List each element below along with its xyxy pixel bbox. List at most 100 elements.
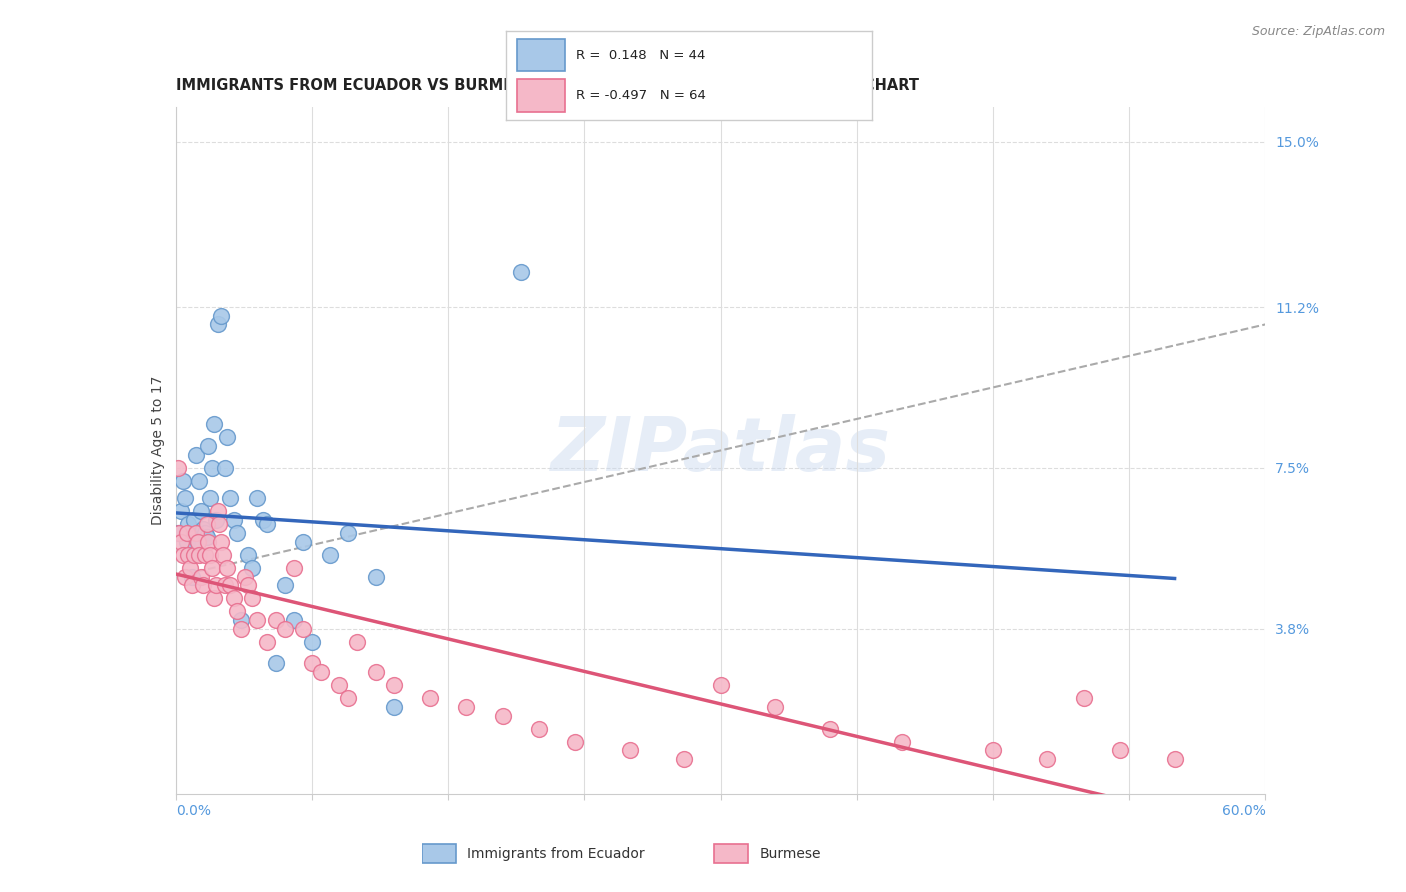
Point	[619, 743, 641, 757]
Point	[197, 439, 219, 453]
Point	[238, 548, 260, 562]
Point	[202, 417, 225, 432]
Point	[204, 578, 226, 592]
Point	[509, 265, 531, 279]
Text: ZIPatlas: ZIPatlas	[551, 414, 890, 487]
Point	[337, 526, 360, 541]
Point	[456, 700, 478, 714]
Point	[238, 578, 260, 592]
Point	[215, 430, 238, 444]
Point	[264, 657, 287, 671]
Point	[166, 526, 188, 541]
Point	[207, 318, 229, 332]
Point	[283, 613, 305, 627]
Text: 0.0%: 0.0%	[176, 805, 211, 818]
Point	[173, 491, 195, 506]
Point	[195, 530, 218, 544]
Point	[419, 691, 441, 706]
Point	[382, 678, 405, 692]
Point	[194, 548, 217, 562]
Point	[184, 526, 207, 541]
Point	[190, 569, 212, 583]
Point	[208, 517, 231, 532]
Point	[291, 534, 314, 549]
Point	[891, 735, 914, 749]
Point	[264, 613, 287, 627]
Point	[673, 752, 696, 766]
Text: R = -0.497   N = 64: R = -0.497 N = 64	[575, 89, 706, 102]
Point	[233, 569, 256, 583]
Point	[274, 578, 297, 592]
Point	[222, 591, 245, 606]
Point	[240, 591, 263, 606]
Point	[1073, 691, 1095, 706]
Point	[231, 622, 253, 636]
Point	[710, 678, 733, 692]
Point	[209, 309, 232, 323]
Point	[246, 613, 269, 627]
Point	[176, 526, 198, 541]
Point	[328, 678, 350, 692]
Point	[191, 522, 214, 536]
Point	[564, 735, 586, 749]
Point	[177, 548, 200, 562]
Point	[527, 722, 550, 736]
Text: IMMIGRANTS FROM ECUADOR VS BURMESE DISABILITY AGE 5 TO 17 CORRELATION CHART: IMMIGRANTS FROM ECUADOR VS BURMESE DISAB…	[176, 78, 918, 94]
Point	[179, 561, 201, 575]
Point	[194, 526, 217, 541]
Point	[256, 517, 278, 532]
Point	[191, 578, 214, 592]
Point	[763, 700, 786, 714]
Point	[219, 491, 242, 506]
Point	[184, 448, 207, 462]
Point	[215, 561, 238, 575]
Point	[818, 722, 841, 736]
Text: Burmese: Burmese	[759, 847, 821, 861]
Point	[207, 504, 229, 518]
Point	[214, 460, 236, 475]
Point	[364, 569, 387, 583]
Point	[212, 548, 235, 562]
Point	[301, 634, 323, 648]
Point	[181, 578, 204, 592]
Point	[219, 578, 242, 592]
Point	[291, 622, 314, 636]
Point	[226, 604, 249, 618]
Point	[246, 491, 269, 506]
Point	[319, 548, 342, 562]
Point	[274, 622, 297, 636]
Point	[200, 491, 222, 506]
Point	[301, 657, 323, 671]
Bar	[422, 844, 456, 863]
Point	[337, 691, 360, 706]
Bar	[714, 844, 748, 863]
Point	[231, 613, 253, 627]
Point	[1163, 752, 1185, 766]
Point	[200, 548, 222, 562]
Point	[188, 548, 211, 562]
Bar	[517, 39, 565, 71]
Point	[252, 513, 274, 527]
Point	[204, 513, 226, 527]
Point	[202, 591, 225, 606]
Point	[240, 561, 263, 575]
Point	[364, 665, 387, 680]
Point	[176, 534, 198, 549]
Point	[209, 534, 232, 549]
Point	[170, 504, 193, 518]
Point	[1109, 743, 1132, 757]
Point	[169, 526, 191, 541]
Point	[190, 504, 212, 518]
Point	[1036, 752, 1059, 766]
Point	[186, 534, 209, 549]
Y-axis label: Disability Age 5 to 17: Disability Age 5 to 17	[150, 376, 165, 525]
Text: 60.0%: 60.0%	[1222, 805, 1265, 818]
Point	[201, 460, 224, 475]
Text: R =  0.148   N = 44: R = 0.148 N = 44	[575, 49, 704, 62]
Point	[177, 517, 200, 532]
Point	[173, 569, 195, 583]
Point	[172, 548, 194, 562]
Point	[346, 634, 368, 648]
Point	[283, 561, 305, 575]
Point	[309, 665, 332, 680]
